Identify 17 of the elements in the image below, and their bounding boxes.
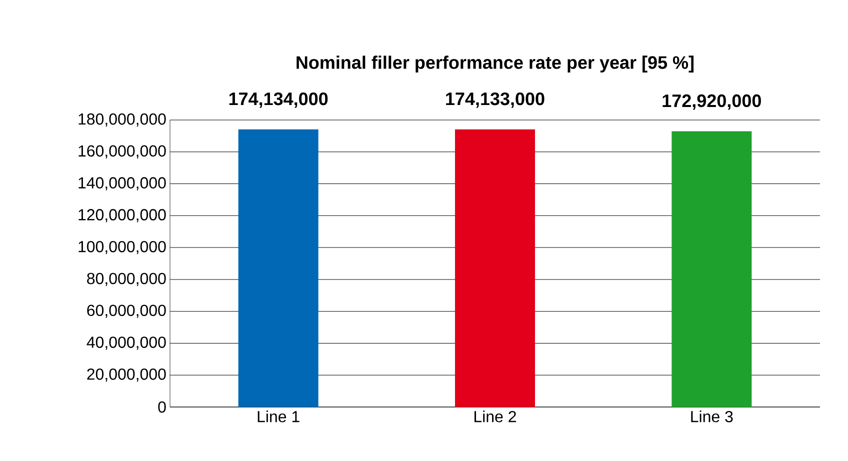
data-label: 174,134,000: [229, 92, 328, 108]
chart-title: Nominal filler performance rate per year [95 %]: [296, 56, 694, 72]
x-tick-label: Line 2: [474, 410, 516, 422]
y-tick-label: 180,000,000: [78, 113, 166, 127]
y-tick-label: 80,000,000: [87, 272, 166, 286]
y-tick-label: 160,000,000: [78, 145, 166, 158]
data-label: 174,133,000: [446, 92, 544, 108]
y-tick-label: 0: [158, 401, 166, 413]
y-tick-label: 40,000,000: [86, 336, 166, 350]
x-tick-label: Line 3: [691, 410, 733, 422]
y-tick-label: 120,000,000: [78, 209, 166, 222]
y-tick-label: 60,000,000: [87, 304, 166, 318]
y-tick-label: 20,000,000: [87, 368, 166, 382]
y-tick-label: 100,000,000: [78, 240, 166, 254]
y-tick-label: 140,000,000: [78, 177, 166, 190]
data-label: 172,920,000: [662, 94, 761, 110]
x-tick-label: Line 1: [258, 410, 300, 422]
